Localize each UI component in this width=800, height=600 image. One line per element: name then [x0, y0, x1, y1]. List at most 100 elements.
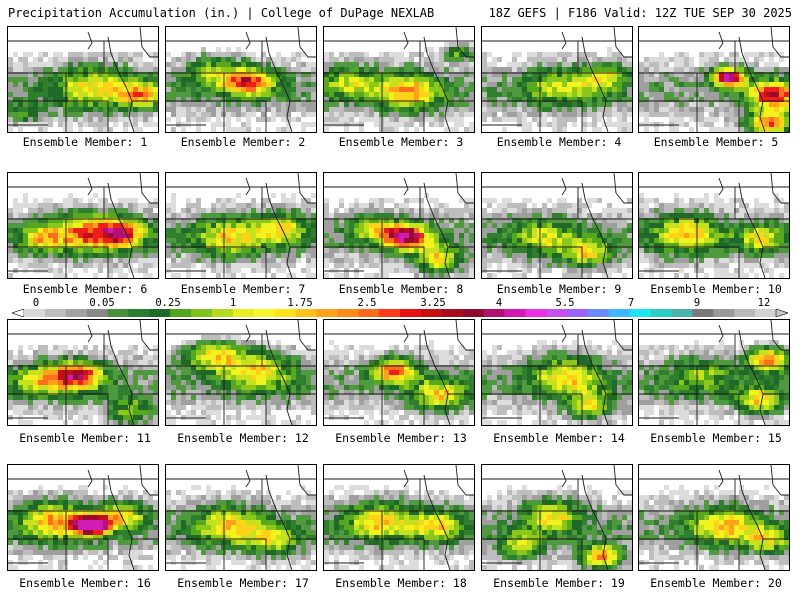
color-scale-swatch: [650, 309, 672, 317]
ensemble-member-label: Ensemble Member: 12: [177, 431, 309, 445]
ensemble-member-map: [481, 464, 633, 571]
color-scale-swatch: [212, 309, 234, 317]
ensemble-member-map: [638, 464, 790, 571]
color-scale-swatch: [86, 309, 108, 317]
ensemble-member-map: [481, 26, 633, 133]
precipitation-field: [482, 173, 632, 278]
precipitation-field: [166, 320, 316, 425]
ensemble-member-map: [165, 464, 317, 571]
color-scale-swatch: [295, 309, 317, 317]
color-scale-tick: 1: [229, 297, 237, 309]
ensemble-member-label: Ensemble Member: 8: [338, 282, 464, 296]
state-boundaries: [166, 27, 316, 132]
ensemble-member-label: Ensemble Member: 11: [19, 431, 151, 445]
color-scale-swatch: [441, 309, 463, 317]
state-boundaries: [639, 465, 789, 570]
ensemble-member-label: Ensemble Member: 5: [653, 135, 779, 149]
state-boundaries: [482, 465, 632, 570]
ensemble-member-map: [165, 26, 317, 133]
color-scale-swatch: [253, 309, 275, 317]
ensemble-member-map: [7, 319, 159, 426]
ensemble-member-map: [7, 464, 159, 571]
precipitation-field: [639, 173, 789, 278]
color-scale-tick: 12: [757, 297, 771, 309]
state-boundaries: [8, 320, 158, 425]
color-scale-swatch: [191, 309, 213, 317]
color-scale-swatch: [170, 309, 192, 317]
ensemble-member-label: Ensemble Member: 2: [180, 135, 306, 149]
precipitation-field: [166, 173, 316, 278]
color-scale-swatch: [44, 309, 67, 317]
state-boundaries: [8, 173, 158, 278]
ensemble-member-map: [638, 319, 790, 426]
precipitation-field: [324, 320, 474, 425]
product-title: Precipitation Accumulation (in.) | Colle…: [8, 6, 435, 20]
color-scale-swatch: [608, 309, 631, 317]
color-scale-tick: 4: [495, 297, 503, 309]
precipitation-field: [324, 27, 474, 132]
precipitation-field: [482, 320, 632, 425]
ensemble-member-label: Ensemble Member: 13: [335, 431, 467, 445]
state-boundaries: [324, 27, 474, 132]
color-scale-swatch: [588, 309, 610, 317]
ensemble-member-label: Ensemble Member: 6: [22, 282, 148, 296]
state-boundaries: [8, 465, 158, 570]
color-scale-swatch: [629, 309, 651, 317]
color-scale-tick: 0: [32, 297, 40, 309]
precipitation-field: [166, 465, 316, 570]
ensemble-member-label: Ensemble Member: 17: [177, 576, 309, 590]
color-scale-tick: 1.75: [287, 297, 313, 309]
color-scale-swatch: [107, 309, 129, 317]
state-boundaries: [166, 465, 316, 570]
ensemble-member-label: Ensemble Member: 20: [650, 576, 782, 590]
ensemble-member-label: Ensemble Member: 16: [19, 576, 151, 590]
ensemble-member-label: Ensemble Member: 9: [496, 282, 622, 296]
precipitation-field: [482, 465, 632, 570]
color-scale-tick: 3.25: [420, 297, 446, 309]
state-boundaries: [166, 320, 316, 425]
color-scale-swatch: [504, 309, 526, 317]
color-scale-tick: 9: [693, 297, 701, 309]
color-scale-swatch: [546, 309, 568, 317]
color-scale-swatch: [734, 309, 756, 317]
color-scale-swatch: [316, 309, 338, 317]
ensemble-member-label: Ensemble Member: 3: [338, 135, 464, 149]
state-boundaries: [639, 173, 789, 278]
color-scale-tick: 0.25: [155, 297, 181, 309]
state-boundaries: [639, 320, 789, 425]
ensemble-member-map: [323, 319, 475, 426]
color-scale-swatch: [713, 309, 735, 317]
precipitation-field: [8, 465, 158, 570]
color-scale-swatch: [671, 309, 693, 317]
state-boundaries: [482, 173, 632, 278]
state-boundaries: [8, 27, 158, 132]
precipitation-field: [639, 27, 789, 132]
precipitation-field: [324, 173, 474, 278]
state-boundaries: [639, 27, 789, 132]
ensemble-member-map: [323, 26, 475, 133]
color-scale-tick: 5.5: [555, 297, 575, 309]
ensemble-member-label: Ensemble Member: 10: [650, 282, 782, 296]
ensemble-member-map: [7, 172, 159, 279]
precipitation-color-scale: [12, 309, 788, 317]
precipitation-field: [166, 27, 316, 132]
color-scale-swatch: [525, 309, 547, 317]
ensemble-member-map: [638, 172, 790, 279]
color-scale-swatch: [337, 309, 359, 317]
precipitation-field: [324, 465, 474, 570]
color-scale-swatch: [400, 309, 422, 317]
ensemble-member-map: [481, 319, 633, 426]
ensemble-member-map: [165, 319, 317, 426]
color-scale-swatch: [420, 309, 443, 317]
color-scale-swatch: [358, 309, 380, 317]
scale-max-arrow: [775, 309, 788, 317]
color-scale-swatch: [483, 309, 505, 317]
scale-min-arrow: [12, 309, 25, 317]
precipitation-field: [8, 27, 158, 132]
color-scale-swatch: [24, 309, 46, 317]
state-boundaries: [324, 320, 474, 425]
ensemble-member-label: Ensemble Member: 1: [22, 135, 148, 149]
ensemble-member-label: Ensemble Member: 15: [650, 431, 782, 445]
precipitation-field: [8, 320, 158, 425]
